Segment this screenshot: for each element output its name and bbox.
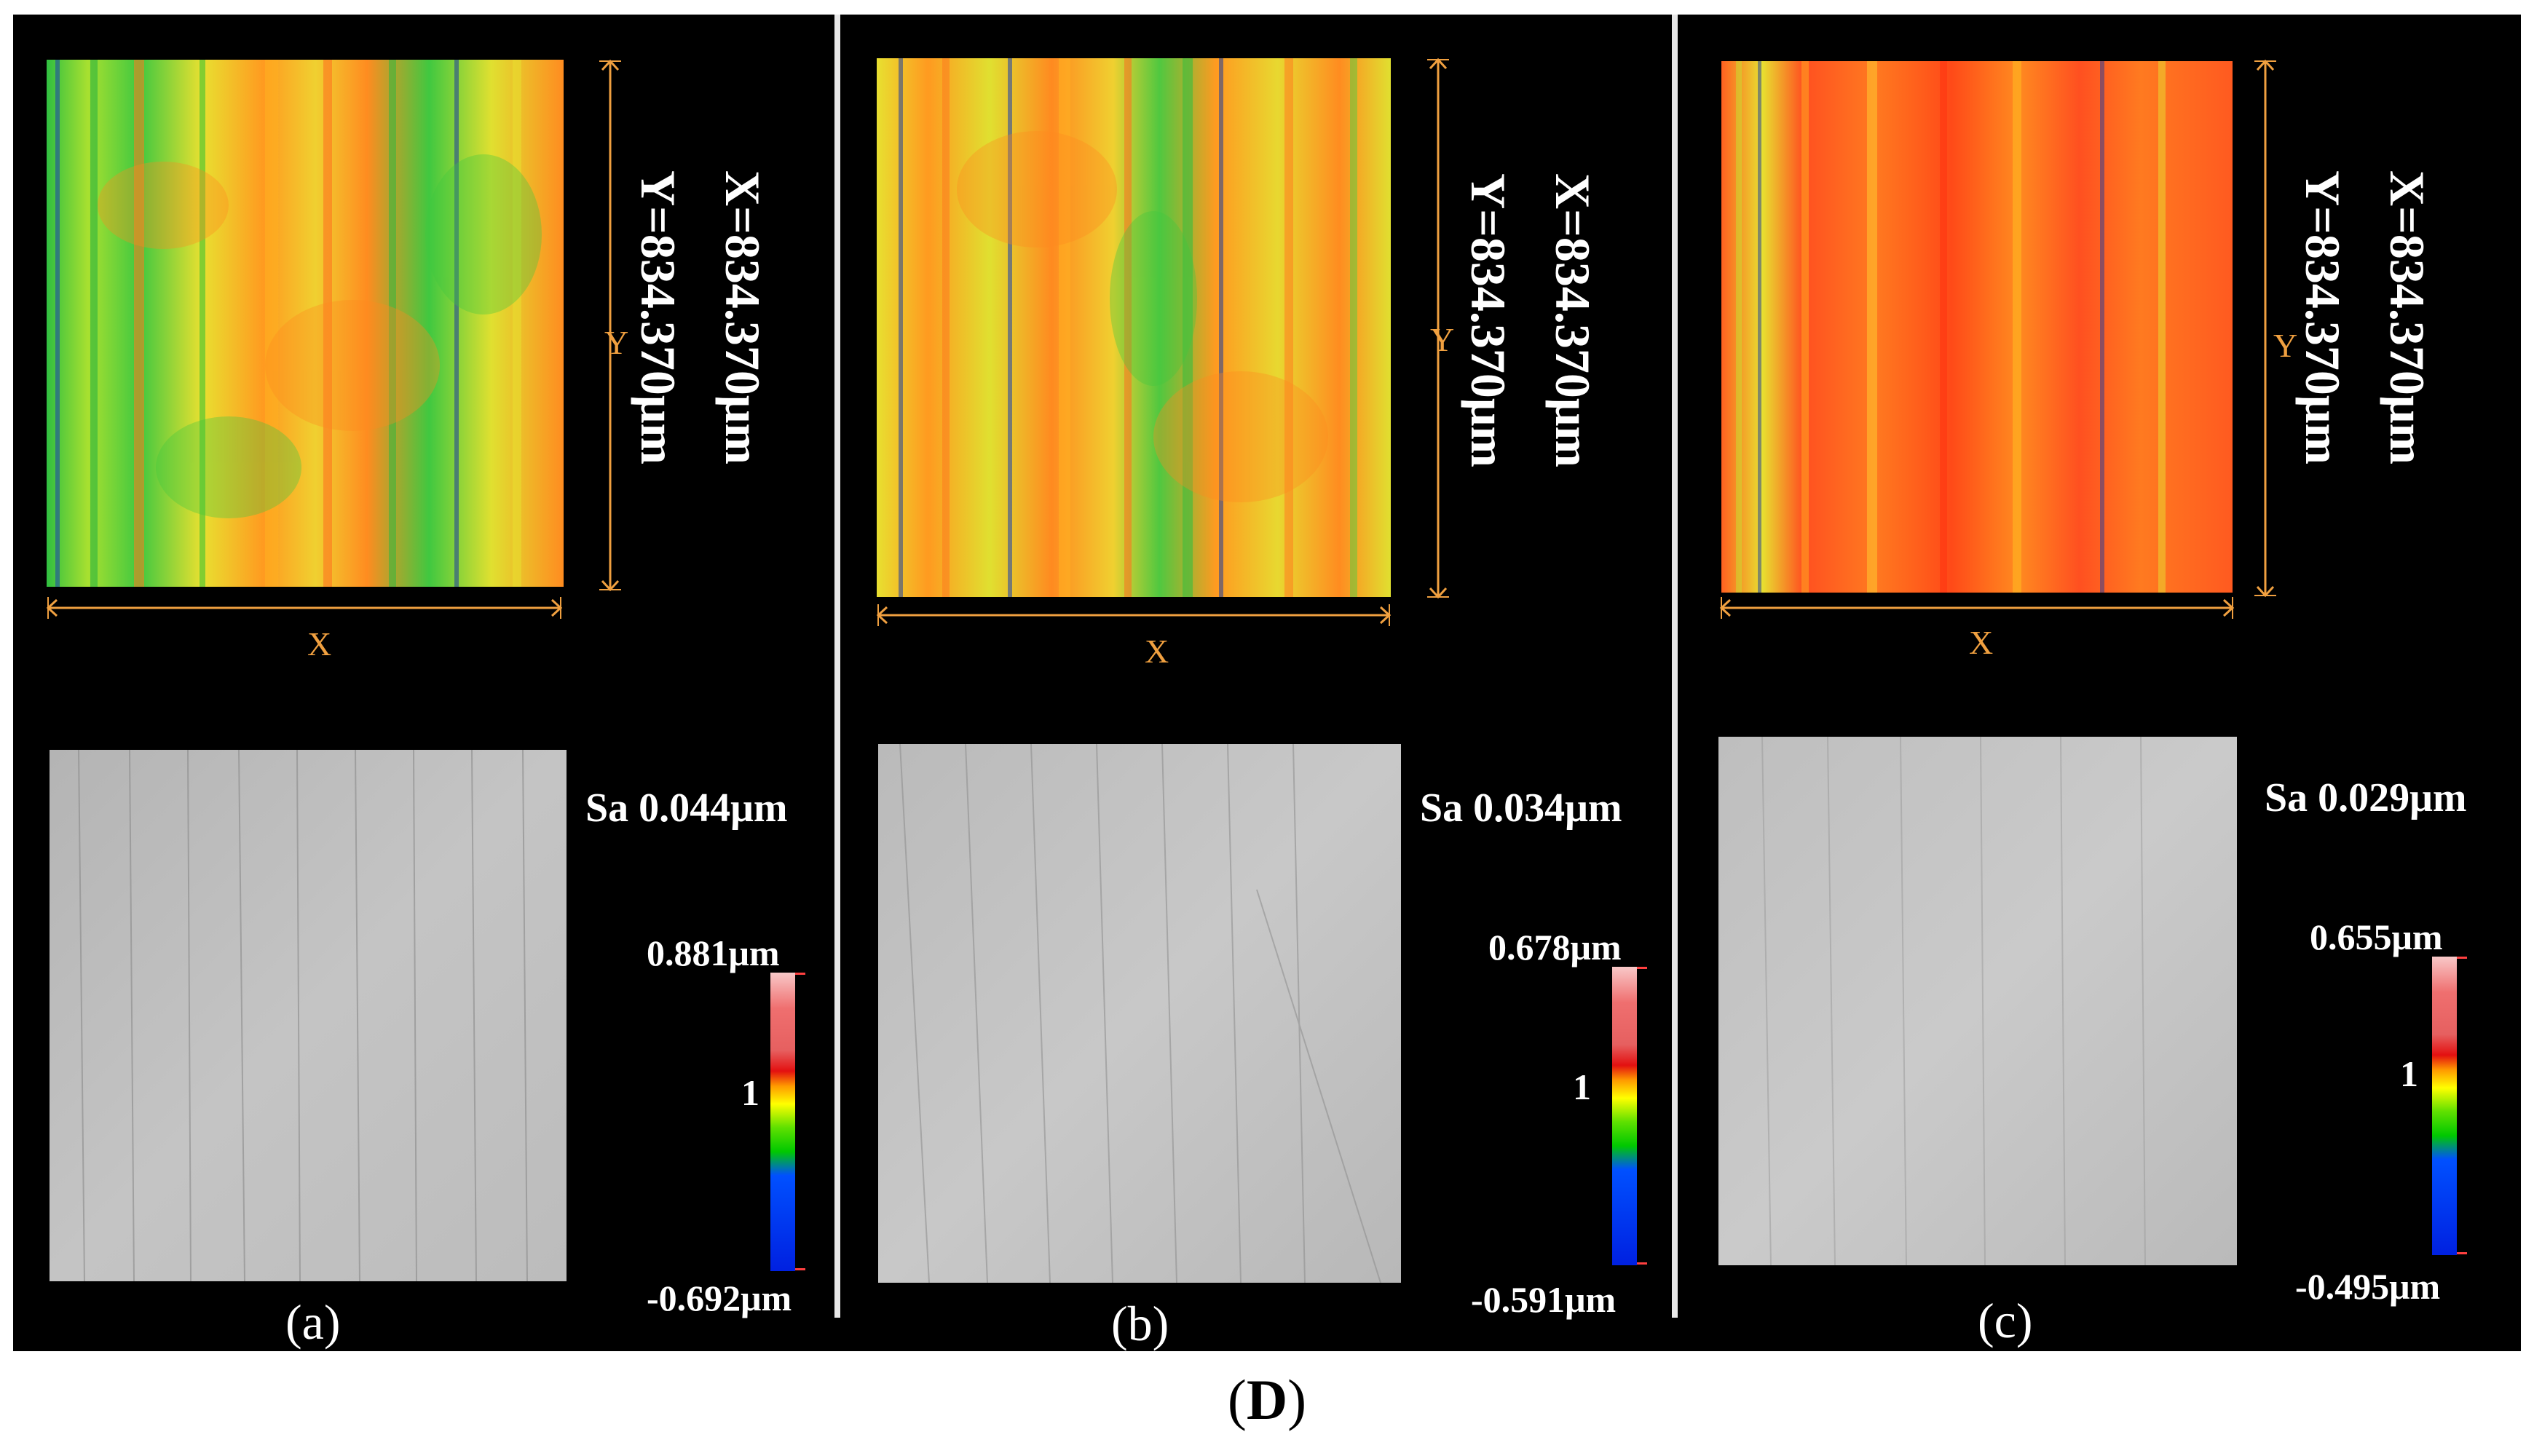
x-dimension-arrow xyxy=(46,597,563,619)
colorbar-mid: 1 xyxy=(1573,1067,1591,1107)
panel-b: Y X X=834.370μm Y=834.370μm Sa 0.034μm 0… xyxy=(840,15,1676,1351)
panel-label: (b) xyxy=(1111,1296,1169,1351)
sa-value: Sa 0.034μm xyxy=(1420,786,1622,831)
y-dimension-arrow xyxy=(599,59,621,592)
surface-image-a xyxy=(50,750,567,1281)
y-dimension-text: Y=834.370μm xyxy=(1461,173,1516,468)
panel-divider xyxy=(1672,15,1678,1318)
y-axis-label: Y xyxy=(2273,327,2298,364)
panel-c: Y X X=834.370μm Y=834.370μm Sa 0.029μm 0… xyxy=(1678,15,2514,1351)
x-axis-label: X xyxy=(1145,633,1169,670)
panel-label: (a) xyxy=(285,1294,341,1350)
surface-image-b xyxy=(878,744,1401,1283)
figure-label: D xyxy=(1246,1368,1288,1431)
colorbar-tick xyxy=(2457,1252,2467,1254)
y-dimension-text: Y=834.370μm xyxy=(2295,170,2351,465)
colorbar-max: 0.881μm xyxy=(647,933,780,973)
height-map-b xyxy=(877,58,1391,597)
x-dimension-text: X=834.370μm xyxy=(715,170,770,465)
colorbar-tick xyxy=(2457,957,2467,959)
x-dimension-text: X=834.370μm xyxy=(2380,170,2435,465)
panel-label: (c) xyxy=(1978,1293,2033,1348)
colorbar-max: 0.655μm xyxy=(2310,917,2443,957)
y-axis-label: Y xyxy=(604,324,629,361)
colorbar-mid: 1 xyxy=(2400,1053,2418,1094)
y-dimension-arrow xyxy=(1427,58,1449,599)
colorbar-min: -0.495μm xyxy=(2295,1266,2441,1307)
colorbar xyxy=(770,973,795,1271)
y-axis-label: Y xyxy=(1430,321,1455,358)
y-dimension-arrow xyxy=(2254,59,2276,598)
x-dimension-arrow xyxy=(1719,597,2235,619)
sa-value: Sa 0.029μm xyxy=(2265,775,2467,820)
colorbar-min: -0.591μm xyxy=(1471,1279,1617,1320)
x-dimension-text: X=834.370μm xyxy=(1545,173,1600,468)
colorbar-tick xyxy=(1637,1262,1647,1265)
surface-image-c xyxy=(1718,737,2237,1265)
x-dimension-arrow xyxy=(876,604,1392,626)
colorbar xyxy=(1612,967,1637,1265)
colorbar-tick xyxy=(795,1268,805,1270)
x-axis-label: X xyxy=(307,625,332,662)
figure-caption: (D) xyxy=(1227,1368,1307,1431)
colorbar xyxy=(2432,957,2457,1255)
colorbar-tick xyxy=(795,973,805,975)
sa-value: Sa 0.044μm xyxy=(585,786,788,831)
x-axis-label: X xyxy=(1969,624,1994,661)
panel-divider xyxy=(834,15,840,1318)
height-map-a xyxy=(47,60,564,587)
figure-container: Y X X=834.370μm Y=834.370μm Sa 0.044μm 0… xyxy=(13,15,2521,1351)
height-map-c xyxy=(1721,61,2233,593)
panel-a: Y X X=834.370μm Y=834.370μm Sa 0.044μm 0… xyxy=(13,15,849,1351)
colorbar-min: -0.692μm xyxy=(647,1278,792,1318)
colorbar-tick xyxy=(1637,967,1647,969)
colorbar-mid: 1 xyxy=(741,1072,759,1113)
colorbar-max: 0.678μm xyxy=(1488,927,1622,968)
y-dimension-text: Y=834.370μm xyxy=(631,170,686,465)
